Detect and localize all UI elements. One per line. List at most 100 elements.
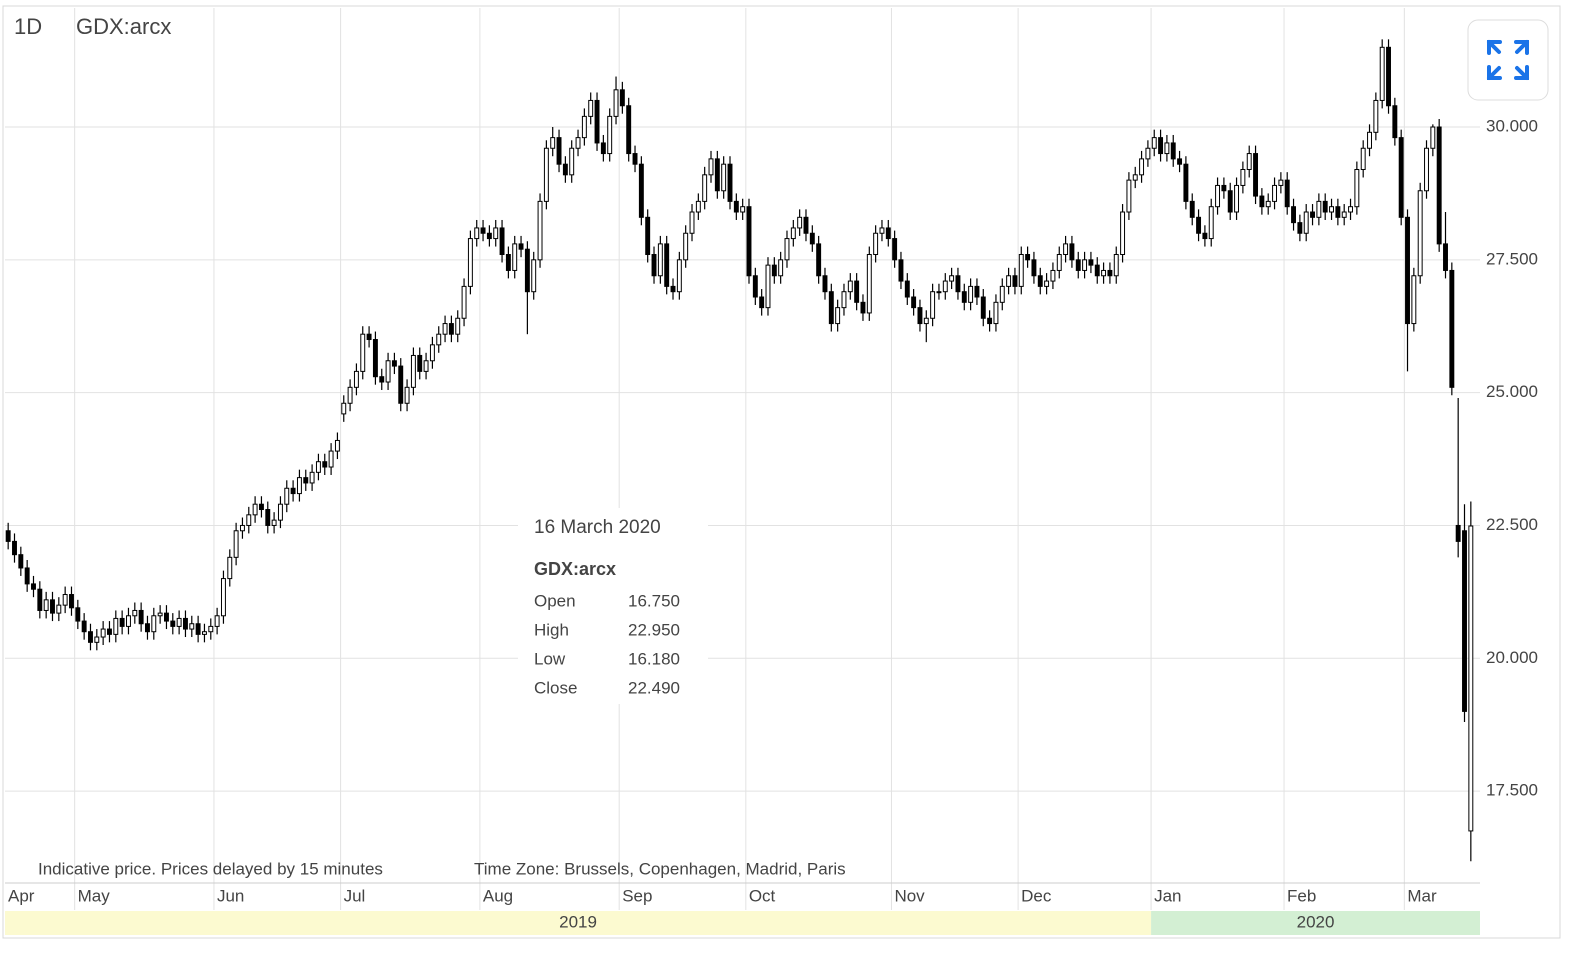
candle-body — [50, 599, 55, 614]
candle-body — [626, 105, 632, 155]
candle-body — [1329, 206, 1334, 213]
delay-note: Indicative price. Prices delayed by 15 m… — [38, 859, 383, 878]
candle-body — [347, 386, 353, 404]
tooltip-date: 16 March 2020 — [534, 517, 661, 538]
candle-body — [448, 323, 454, 335]
candle-body — [220, 578, 226, 617]
candle-body — [258, 503, 264, 511]
candle-body — [518, 243, 524, 250]
candle-body — [1246, 153, 1252, 171]
candle-body — [341, 402, 347, 415]
candle-body — [727, 163, 733, 202]
candle-body — [499, 227, 505, 256]
candle-body — [290, 487, 296, 495]
expand-button-frame[interactable] — [1467, 19, 1549, 101]
candle-body — [1075, 259, 1081, 271]
candle-body — [372, 339, 378, 378]
candle-body — [1132, 174, 1138, 181]
axes: 17.500 20.000 22.500 25.000 27.500 30.000 Apr M… — [5, 116, 1538, 935]
candle-body — [917, 307, 923, 325]
candle-body — [1265, 200, 1271, 208]
candle-body — [651, 254, 657, 277]
candle-body — [1025, 254, 1031, 261]
candle-body — [740, 206, 746, 213]
expand-icon[interactable] — [1487, 40, 1529, 80]
x-tick-label: Jan — [1154, 886, 1181, 905]
candle-body — [759, 296, 765, 309]
candle-body — [1316, 200, 1322, 218]
candle-body — [334, 439, 340, 452]
x-tick-label: Sep — [622, 886, 652, 905]
candle-body — [1120, 211, 1126, 256]
candle-body — [461, 285, 467, 319]
candle-body — [1050, 269, 1056, 282]
candle-body — [1056, 254, 1062, 271]
candle-body — [898, 259, 904, 282]
candle-body — [689, 211, 695, 234]
candle-body — [1170, 142, 1176, 160]
candle-body — [1392, 105, 1398, 139]
candle-body — [151, 615, 157, 633]
candle-body — [797, 216, 803, 229]
y-tick-label: 30.000 — [1486, 116, 1538, 135]
candle-body — [550, 137, 556, 149]
candle-body — [100, 628, 106, 638]
candle-body — [417, 354, 423, 372]
x-tick-label: May — [78, 886, 111, 905]
y-tick-label: 17.500 — [1486, 781, 1538, 800]
x-tick-label: Jul — [344, 886, 366, 905]
x-tick-label: Apr — [8, 886, 35, 905]
candle-body — [1208, 206, 1214, 240]
y-tick-label: 22.500 — [1486, 515, 1538, 534]
candle-body — [227, 556, 233, 580]
x-tick-label: Oct — [749, 886, 776, 905]
candle-body — [892, 238, 898, 261]
candle-body — [1240, 169, 1246, 186]
candle-body — [695, 200, 701, 213]
candle-body — [993, 301, 999, 325]
candle-body — [265, 509, 271, 526]
candle-body — [271, 519, 277, 526]
candle-body — [126, 615, 131, 627]
candle-body — [1322, 200, 1328, 213]
candle-body — [638, 163, 644, 218]
tooltip-row-label: Open — [534, 591, 576, 610]
candle-body — [1202, 232, 1208, 240]
expand-button[interactable] — [1467, 19, 1549, 101]
candle-body — [556, 137, 562, 165]
candle-body — [429, 344, 435, 362]
candle-body — [594, 99, 600, 144]
candle-body — [1310, 211, 1315, 218]
candle-body — [1012, 275, 1018, 287]
candle-body — [543, 147, 549, 202]
candle-body — [683, 232, 689, 261]
candle-body — [1189, 200, 1195, 218]
candle-body — [670, 285, 676, 293]
candle-body — [771, 264, 777, 277]
candle-body — [37, 588, 43, 611]
symbol-label: GDX:arcx — [76, 14, 171, 39]
candle-body — [847, 280, 853, 293]
candle-body — [784, 238, 790, 261]
candle-body — [94, 636, 100, 643]
candle-body — [75, 607, 81, 622]
candle-body — [873, 232, 879, 256]
candle-body — [1107, 269, 1113, 277]
candle-body — [18, 554, 24, 569]
candle-body — [1411, 275, 1417, 325]
tooltip-row-value: 22.950 — [628, 620, 680, 639]
candle-body — [182, 617, 188, 630]
candle-body — [866, 254, 872, 314]
candle-body — [1069, 243, 1075, 261]
candle-body — [157, 612, 163, 617]
candle-body — [746, 206, 752, 277]
candle-body — [410, 354, 416, 388]
candle-body — [1455, 524, 1461, 542]
x-tick-label: Nov — [894, 886, 925, 905]
candle-body — [1367, 131, 1372, 149]
candle-body — [1449, 269, 1455, 388]
candle-body — [1082, 259, 1088, 271]
y-tick-label: 25.000 — [1486, 382, 1538, 401]
candle-body — [170, 620, 176, 627]
